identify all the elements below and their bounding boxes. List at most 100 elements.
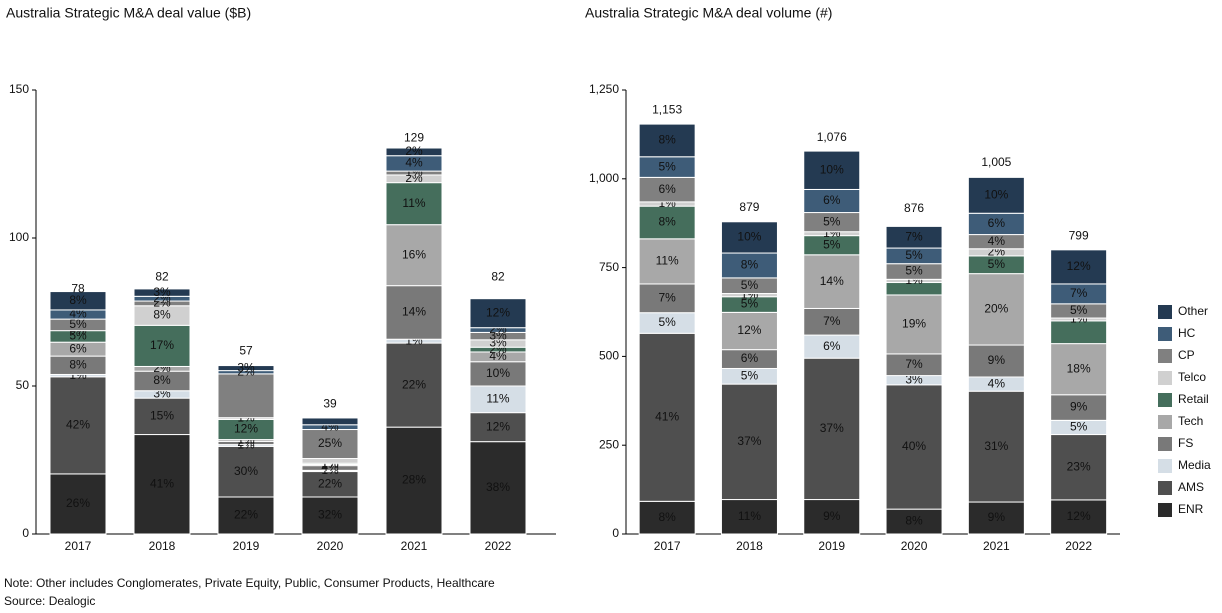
- data-label: 10%: [737, 230, 761, 244]
- data-label: 20%: [984, 302, 1008, 316]
- data-label: 9%: [823, 509, 841, 523]
- bar-segment: [49, 473, 107, 535]
- data-label: 5%: [1070, 303, 1088, 317]
- data-label: 25%: [318, 436, 342, 450]
- data-label: 42%: [66, 418, 90, 432]
- data-label: 28%: [402, 473, 426, 487]
- data-label: 8%: [658, 133, 676, 147]
- y-tick-label: 150: [9, 82, 29, 96]
- x-tick-label: 2019: [818, 539, 845, 553]
- bar-segment: [720, 499, 778, 535]
- data-label: 22%: [402, 377, 426, 391]
- total-label: 876: [904, 201, 924, 215]
- legend-swatch: [1158, 349, 1172, 363]
- total-label: 57: [239, 343, 253, 357]
- data-label: 5%: [658, 315, 676, 329]
- y-tick-label: 100: [9, 230, 29, 244]
- data-label: 8%: [153, 373, 171, 387]
- bar-segment: [638, 332, 696, 502]
- data-label: 16%: [402, 247, 426, 261]
- bar-segment: [385, 182, 443, 226]
- total-label: 129: [404, 130, 424, 144]
- bar-segment: [385, 285, 443, 340]
- data-label: 6%: [988, 216, 1006, 230]
- data-label: 8%: [741, 258, 759, 272]
- y-tick-label: 1,250: [589, 82, 619, 96]
- data-label: 6%: [69, 341, 87, 355]
- y-tick-label: 50: [16, 378, 30, 392]
- x-tick-label: 2017: [65, 539, 92, 553]
- legend-label: Telco: [1178, 370, 1206, 384]
- bar-segment: [301, 471, 359, 498]
- data-label: 7%: [1070, 286, 1088, 300]
- data-label: 6%: [823, 339, 841, 353]
- data-label: 14%: [820, 274, 844, 288]
- bar-segment: [469, 412, 527, 443]
- bar-segment: [469, 298, 527, 329]
- data-label: 12%: [1067, 259, 1091, 273]
- total-label: 879: [739, 200, 759, 214]
- data-label: 4%: [988, 234, 1006, 248]
- bar-segment: [49, 376, 107, 475]
- bar-segment: [217, 365, 275, 372]
- bar-segment: [720, 383, 778, 501]
- bar-segment: [638, 238, 696, 285]
- chart-title: Australia Strategic M&A deal volume (#): [585, 5, 832, 21]
- data-label: 18%: [1067, 361, 1091, 375]
- bar-segment: [1050, 499, 1108, 535]
- data-label: 30%: [234, 464, 258, 478]
- data-label: 38%: [486, 480, 510, 494]
- bar-segment: [301, 458, 359, 464]
- data-label: 8%: [658, 510, 676, 524]
- data-label: 23%: [1067, 459, 1091, 473]
- bar-segment: [885, 225, 943, 249]
- legend-label: ENR: [1178, 502, 1204, 516]
- data-label: 32%: [318, 508, 342, 522]
- bar-segment: [385, 426, 443, 535]
- data-label: 7%: [905, 229, 923, 243]
- bar-segment: [217, 373, 275, 419]
- y-tick-label: 500: [599, 349, 619, 363]
- bar-segment: [967, 273, 1025, 346]
- data-label: 5%: [988, 257, 1006, 271]
- data-label: 5%: [741, 368, 759, 382]
- x-tick-label: 2018: [736, 539, 763, 553]
- data-label: 37%: [820, 421, 844, 435]
- total-label: 1,153: [652, 103, 682, 117]
- data-label: 4%: [988, 376, 1006, 390]
- total-label: 82: [491, 269, 505, 283]
- data-label: 12%: [234, 422, 258, 436]
- total-label: 78: [71, 281, 85, 295]
- bar-segment: [638, 205, 696, 240]
- data-label: 10%: [486, 366, 510, 380]
- data-label: 4%: [489, 349, 507, 363]
- data-label: 11%: [656, 254, 679, 268]
- data-label: 41%: [655, 409, 679, 423]
- data-label: 19%: [902, 317, 926, 331]
- y-tick-label: 0: [612, 526, 619, 540]
- total-label: 39: [323, 397, 337, 411]
- data-label: 12%: [737, 323, 761, 337]
- legend-label: AMS: [1178, 480, 1204, 494]
- legend-swatch: [1158, 503, 1172, 517]
- data-label: 40%: [902, 439, 926, 453]
- data-label: 6%: [823, 193, 841, 207]
- bar-segment: [1050, 394, 1108, 421]
- bar-segment: [1050, 249, 1108, 285]
- data-label: 31%: [984, 439, 1008, 453]
- legend-swatch: [1158, 371, 1172, 385]
- x-tick-label: 2017: [654, 539, 681, 553]
- legend-swatch: [1158, 327, 1172, 341]
- bar-segment: [803, 357, 861, 501]
- bar-segment: [1050, 343, 1108, 396]
- legend-label: HC: [1178, 326, 1196, 340]
- data-label: 7%: [823, 314, 841, 328]
- bar-segment: [967, 390, 1025, 503]
- bar-segment: [803, 499, 861, 535]
- bar-segment: [803, 307, 861, 336]
- data-label: 5%: [69, 317, 87, 331]
- total-label: 1,076: [817, 130, 847, 144]
- data-label: 9%: [1070, 400, 1088, 414]
- legend-swatch: [1158, 305, 1172, 319]
